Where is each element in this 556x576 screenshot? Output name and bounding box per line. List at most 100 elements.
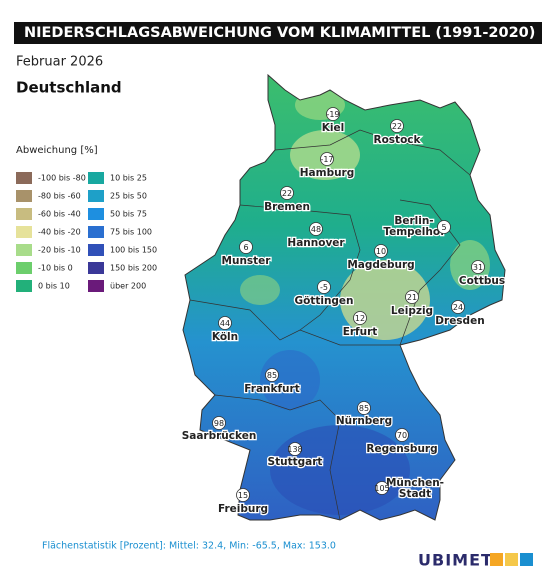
legend-swatch	[16, 280, 32, 292]
city-label: Bremen	[264, 201, 310, 213]
legend-label: -10 bis 0	[38, 264, 73, 273]
city-marker	[309, 222, 323, 236]
legend-swatch	[88, 208, 104, 220]
state-border	[239, 204, 361, 331]
city: Kiel -19	[321, 107, 345, 135]
legend-label: über 200	[110, 282, 146, 291]
city-label: Munster	[222, 255, 272, 267]
city: Munster 6	[220, 240, 273, 268]
city-value: 21	[407, 293, 417, 302]
city-value: 24	[453, 303, 463, 312]
city-marker	[320, 152, 334, 166]
legend-swatch	[88, 190, 104, 202]
legend-label: 150 bis 200	[110, 264, 157, 273]
city-value: -19	[326, 110, 339, 119]
legend-label: 10 bis 25	[110, 174, 147, 183]
city: Nürnberg 85	[335, 401, 393, 428]
city-label: Stuttgart	[268, 456, 323, 468]
state-border	[189, 299, 400, 346]
city-marker	[280, 186, 294, 200]
city-marker	[288, 442, 302, 456]
city-value: 15	[238, 491, 248, 500]
region: Deutschland	[16, 79, 122, 97]
city-marker	[405, 290, 419, 304]
city: Rostock 22	[372, 119, 423, 147]
city-marker	[437, 220, 451, 234]
legend-swatch	[16, 172, 32, 184]
city-value: 48	[311, 225, 321, 234]
logo-icon	[490, 553, 503, 566]
city-label: Kiel	[322, 122, 344, 134]
legend-label: 75 bis 100	[110, 228, 152, 237]
city-label: Erfurt	[343, 326, 378, 338]
city: Hannover 48	[286, 222, 347, 250]
legend-swatch	[16, 244, 32, 256]
city: Köln 44	[211, 316, 239, 344]
city-marker	[357, 401, 371, 415]
city-value: 138	[287, 445, 302, 454]
city: Cottbus 31	[458, 260, 506, 288]
city-label: Cottbus	[459, 275, 505, 287]
city-label: Göttingen	[294, 295, 353, 307]
city-value: 5	[441, 223, 446, 232]
city: Hamburg -17	[299, 152, 356, 180]
subtitle: Februar 2026	[16, 55, 103, 70]
city-label: Berlin-	[394, 215, 433, 227]
city-value: 6	[243, 243, 248, 252]
state-border	[214, 394, 341, 521]
legend-swatch	[88, 244, 104, 256]
city: Saarbrücken 98	[180, 416, 258, 443]
city: Regensburg 70	[365, 428, 439, 456]
city-label: Hamburg	[300, 167, 355, 179]
logo-icon	[505, 553, 518, 566]
legend-swatch	[16, 226, 32, 238]
city-label: Regensburg	[366, 443, 437, 455]
city-marker	[375, 481, 389, 495]
city-value: 31	[473, 263, 483, 272]
city-label: Magdeburg	[347, 259, 414, 271]
city-value: 105	[374, 484, 389, 493]
logo-icon	[520, 553, 533, 566]
city: Stuttgart 138	[266, 442, 324, 469]
city: Freiburg 15	[217, 488, 269, 516]
city-label: Nürnberg	[336, 415, 392, 427]
city-value: 85	[359, 404, 369, 413]
city-marker	[218, 316, 232, 330]
legend-swatch	[88, 226, 104, 238]
city: Erfurt 12	[341, 311, 379, 339]
legend-label: -20 bis -10	[38, 246, 81, 255]
legend-swatch	[88, 280, 104, 292]
legend-title: Abweichung [%]	[16, 145, 98, 156]
legend-swatch	[16, 208, 32, 220]
city-label: Freiburg	[218, 503, 268, 515]
city-label: Hannover	[287, 237, 345, 249]
title: NIEDERSCHLAGSABWEICHUNG VOM KLIMAMITTEL …	[24, 25, 535, 41]
city-marker	[390, 119, 404, 133]
legend-label: -80 bis -60	[38, 192, 81, 201]
legend-swatch	[16, 262, 32, 274]
statistics: Flächenstatistik [Prozent]: Mittel: 32.4…	[42, 541, 336, 552]
wet-area	[270, 425, 410, 515]
legend-swatch	[88, 262, 104, 274]
city-marker	[451, 300, 465, 314]
city-label: Rostock	[374, 134, 422, 146]
legend-swatch	[16, 190, 32, 202]
city-label: Köln	[212, 331, 238, 343]
legend-label: 100 bis 150	[110, 246, 157, 255]
city-label: Saarbrücken	[182, 430, 257, 442]
city-marker	[265, 368, 279, 382]
city-marker	[395, 428, 409, 442]
city-marker	[353, 311, 367, 325]
city-marker	[236, 488, 250, 502]
city-value: -5	[320, 283, 328, 292]
city-value: 44	[220, 319, 230, 328]
city: Leipzig 21	[390, 290, 434, 318]
city: Dresden 24	[434, 300, 486, 328]
city-value: 70	[397, 431, 407, 440]
state-border	[274, 129, 471, 176]
wet-area	[260, 350, 320, 410]
city-value: 12	[355, 314, 365, 323]
legend-label: 25 bis 50	[110, 192, 147, 201]
